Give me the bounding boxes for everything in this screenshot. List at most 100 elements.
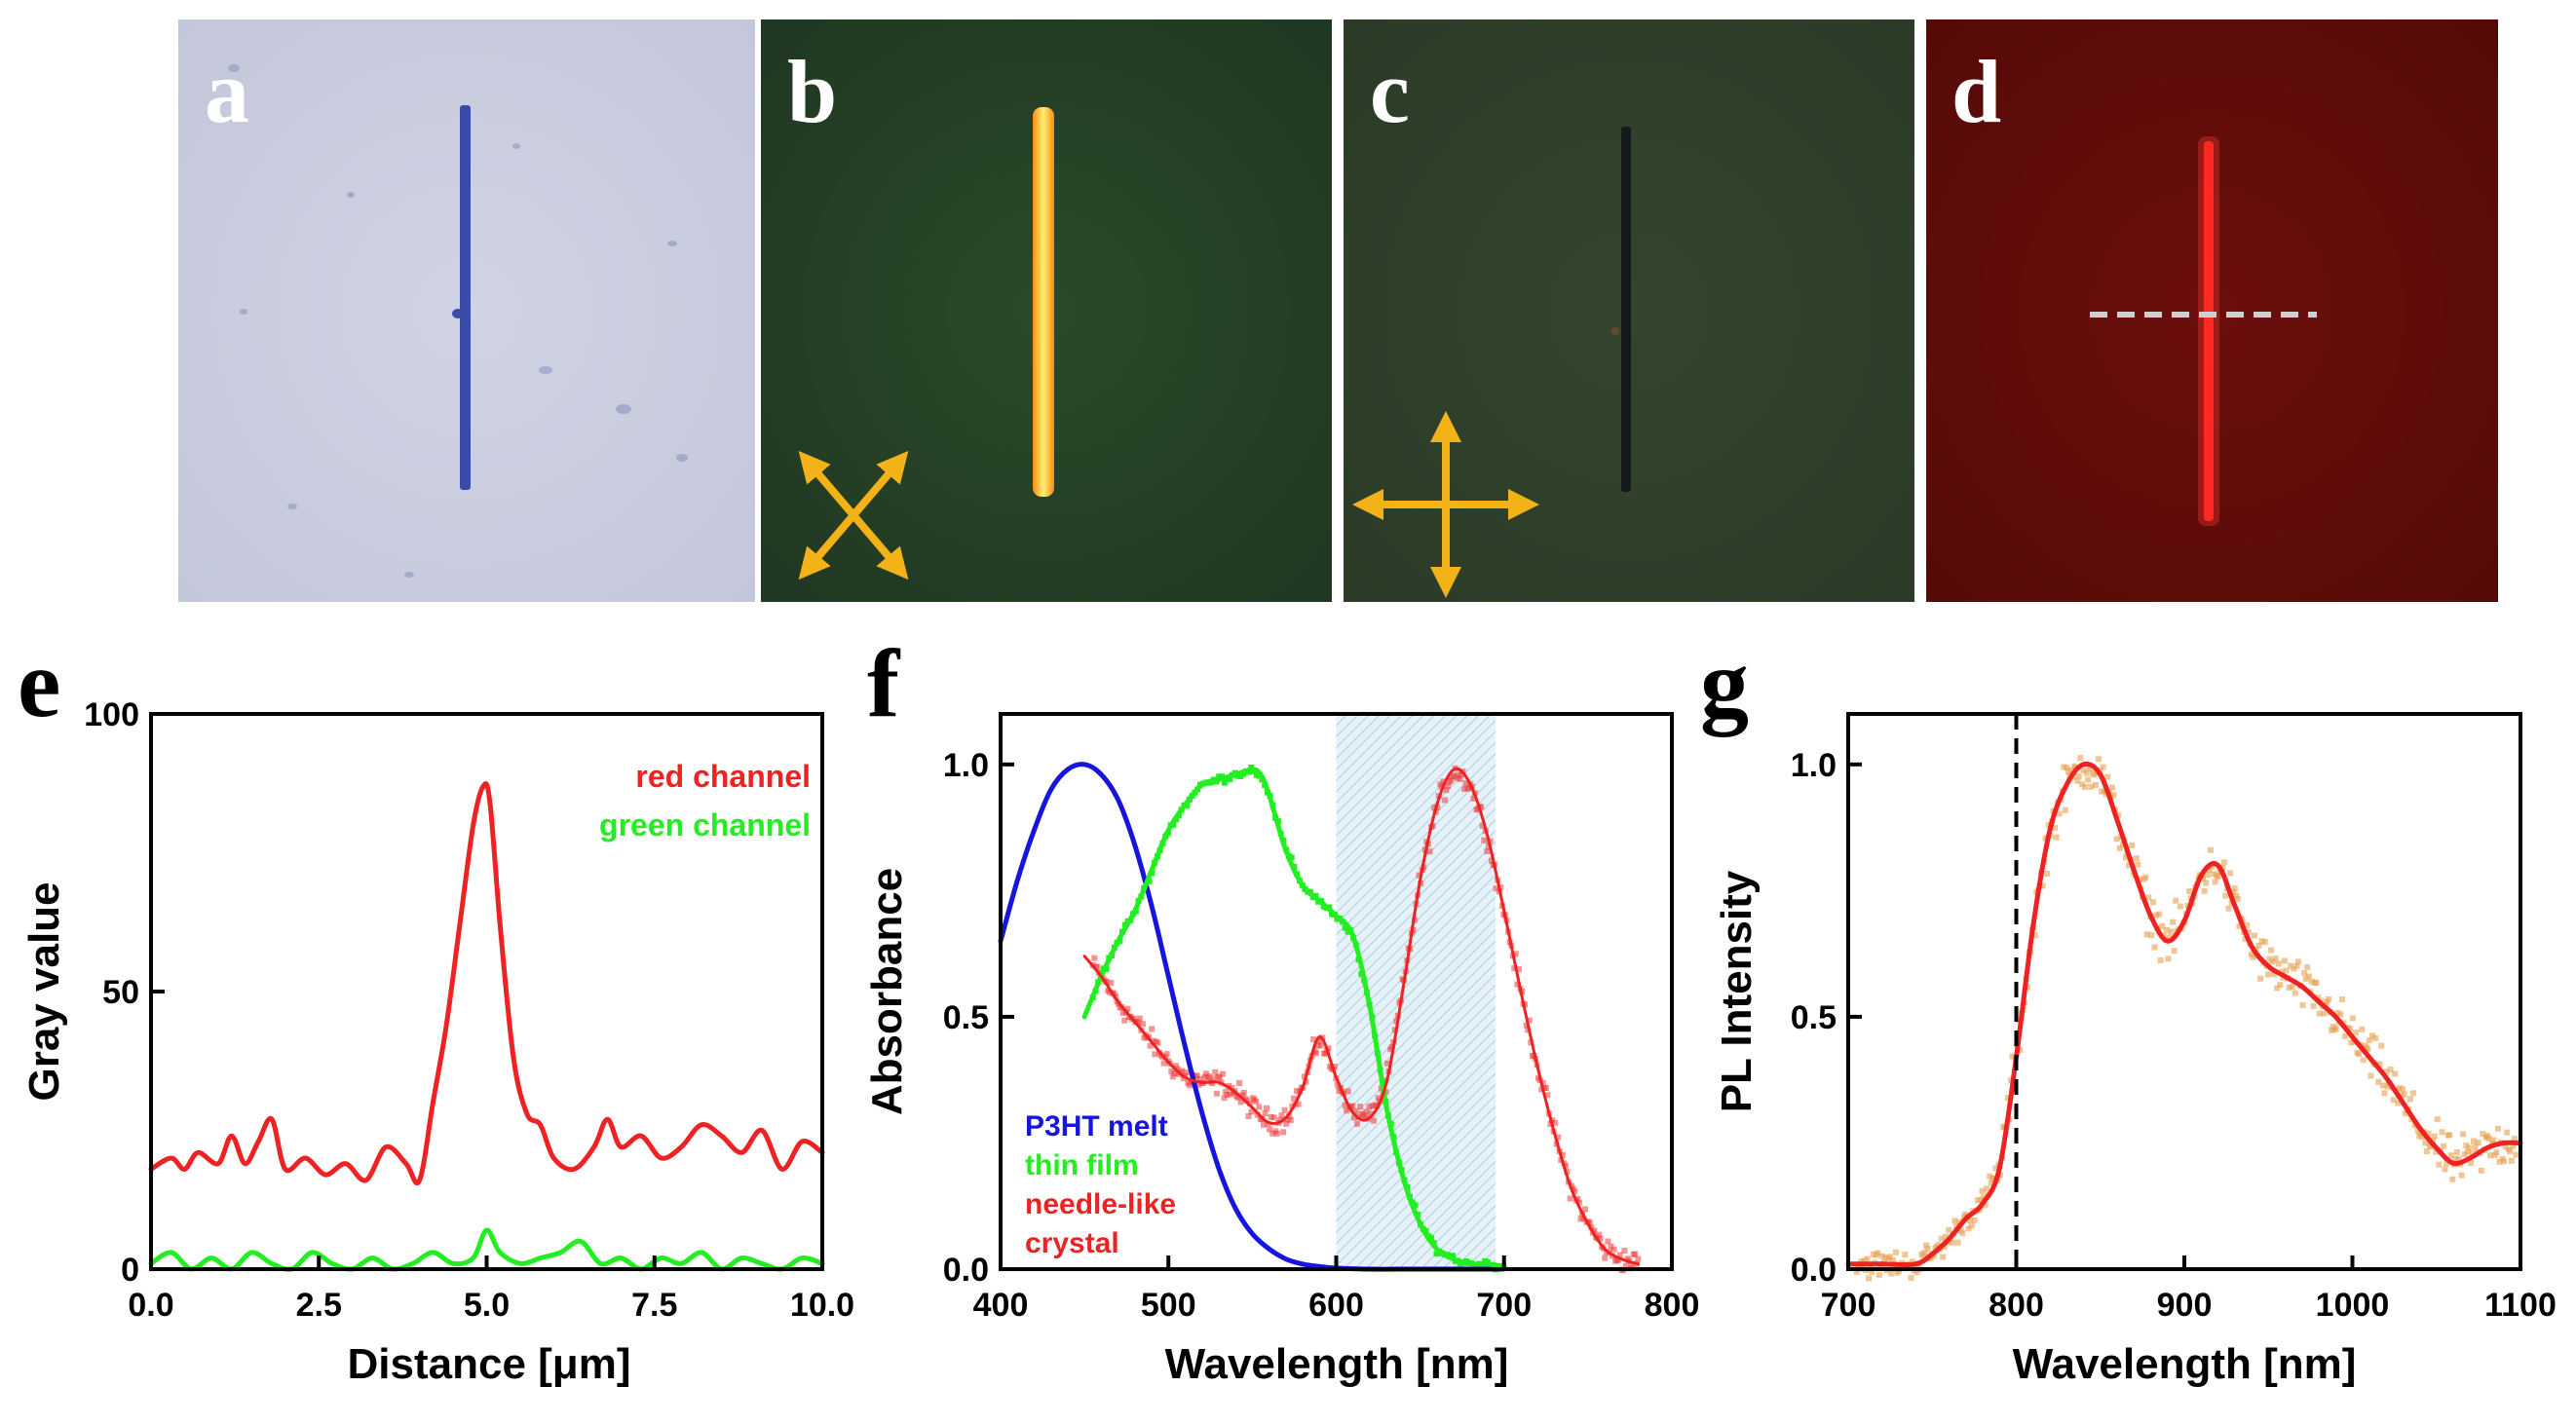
chart-g-scatter-point xyxy=(2212,879,2218,885)
chart-f-scatter-point xyxy=(1451,772,1458,779)
chart-g-scatter-point xyxy=(2360,1057,2367,1064)
chart-g-scatter-point xyxy=(2430,1137,2437,1143)
chart-f-scatter-point xyxy=(1375,1095,1382,1102)
chart-f-scatter-point xyxy=(1344,1107,1350,1114)
chart-f-scatter-point xyxy=(1168,1068,1175,1074)
chart-g-scatter-point xyxy=(1935,1242,1942,1249)
chart-g-scatter-point xyxy=(2074,777,2081,784)
chart-g-scatter-point xyxy=(2031,932,2038,939)
chart-g-scatter-point xyxy=(2326,995,2332,1002)
chart-f-scatter-point xyxy=(1555,1134,1562,1141)
chart-f-film-point xyxy=(1412,1202,1419,1209)
polarizer-diagonal-arrows-icon xyxy=(798,450,909,581)
chart-g-scatter-point xyxy=(2171,948,2178,955)
chart-g-scatter-point xyxy=(2148,932,2155,939)
chart-g-scatter-point xyxy=(1864,1255,1871,1262)
chart-g-scatter-point xyxy=(2375,1078,2382,1085)
chart-g-scatter-point xyxy=(2321,1010,2328,1017)
chart-f-scatter-point xyxy=(1416,872,1422,879)
chart-g-scatter-point xyxy=(2356,1051,2363,1058)
chart-g-scatter-point xyxy=(2414,1127,2421,1134)
chart-g-scatter-point xyxy=(2480,1131,2486,1138)
panel-c-crystal xyxy=(1621,127,1631,492)
chart-g-scatter-point xyxy=(2447,1152,2454,1159)
chart-g-scatter-point xyxy=(2390,1097,2397,1104)
chart-g-scatter-point xyxy=(1924,1246,1931,1253)
chart-f-scatter-point xyxy=(1489,857,1496,864)
chart-g-scatter-point xyxy=(2091,771,2098,778)
chart-g-scatter-point xyxy=(2403,1110,2409,1117)
chart-f-scatter-point xyxy=(1597,1235,1604,1242)
chart-g-scatter-point xyxy=(2122,854,2129,861)
chart-f-line-p3ht-melt xyxy=(998,762,1507,1272)
chart-g-scatter-point xyxy=(1913,1269,1920,1276)
chart-f-scatter-point xyxy=(1577,1216,1584,1222)
chart-g-scatter-point xyxy=(2308,978,2315,985)
chart-g-scatter-point xyxy=(2493,1149,2500,1156)
chart-f-scatter-point xyxy=(1622,1262,1629,1269)
chart-f-scatter-point xyxy=(1448,777,1455,784)
chart-g-scatter-point xyxy=(2431,1133,2438,1140)
chart-g-xtick-label: 900 xyxy=(2157,1287,2213,1324)
chart-f-scatter-point xyxy=(1345,1088,1351,1095)
chart-g-scatter-point xyxy=(2379,1082,2386,1089)
chart-f-scatter-point xyxy=(1462,780,1469,787)
chart-f-scatter-point xyxy=(1221,1095,1228,1102)
chart-g-scatter-point xyxy=(2329,1027,2335,1033)
chart-f-scatter-point xyxy=(1621,1248,1628,1255)
chart-f-scatter-point xyxy=(1586,1219,1593,1226)
chart-g-scatter-point xyxy=(1866,1275,1873,1282)
chart-f-scatter-point xyxy=(1539,1079,1546,1086)
chart-f-scatter-point xyxy=(1354,1120,1361,1127)
chart-g-scatter-point xyxy=(1949,1239,1955,1246)
chart-g-scatter-point xyxy=(2116,844,2123,851)
chart-f-scatter-point xyxy=(1342,1102,1348,1108)
chart-g-scatter-point xyxy=(2464,1148,2471,1155)
chart-g-scatter-point xyxy=(2446,1132,2453,1139)
chart-f-scatter-point xyxy=(1295,1101,1302,1107)
panel-a-specks xyxy=(228,64,688,578)
chart-f-scatter-point xyxy=(1523,1022,1530,1029)
chart-g-scatter-point xyxy=(1965,1225,1972,1232)
chart-f-scatter-point xyxy=(1316,1037,1323,1044)
chart-g-scatter-point xyxy=(2501,1158,2508,1165)
chart-f-scatter-point xyxy=(1454,774,1460,781)
chart-f-ytick-label: 0.0 xyxy=(943,1252,989,1289)
chart-g-scatter-point xyxy=(2234,895,2241,902)
chart-g-scatter-point xyxy=(2422,1140,2429,1146)
chart-f-scatter-point xyxy=(1223,1088,1230,1095)
chart-g-xtick-label: 1100 xyxy=(2484,1287,2557,1324)
chart-g-scatter-point xyxy=(1938,1235,1945,1242)
chart-g-scatter-point xyxy=(1892,1249,1899,1255)
panel-c-letter: c xyxy=(1370,42,1410,141)
chart-f-scatter-point xyxy=(1262,1110,1269,1117)
chart-g-scatter-point xyxy=(2145,894,2152,901)
chart-g-scatter-point xyxy=(2274,985,2281,992)
chart-g-scatter-point xyxy=(1974,1197,1981,1204)
chart-f-scatter-point xyxy=(1226,1082,1232,1089)
chart-e-ytick-label: 50 xyxy=(102,974,139,1011)
chart-g-scatter-point xyxy=(2467,1159,2474,1166)
chart-g-xtick-label: 800 xyxy=(1989,1287,2044,1324)
chart-g-scatter-point xyxy=(1943,1233,1950,1240)
chart-g-scatter-point xyxy=(2275,960,2282,967)
chart-f-film-point xyxy=(1342,924,1348,931)
chart-g-scatter-point xyxy=(2053,834,2060,841)
chart-g-scatter-point xyxy=(2110,792,2117,799)
chart-f-scatter-point xyxy=(1608,1243,1614,1250)
chart-f-scatter-point xyxy=(1331,1064,1338,1070)
chart-f-shaded-region xyxy=(1336,714,1496,1269)
chart-g-scatter-point xyxy=(2220,859,2227,866)
chart-g-scatter-point xyxy=(2487,1152,2494,1159)
chart-g-scatter-point xyxy=(2294,958,2301,965)
chart-g-scatter-point xyxy=(2149,899,2156,906)
chart-f-scatter-point xyxy=(1163,1051,1170,1058)
panel-f-letter: f xyxy=(867,629,901,737)
chart-g-scatter-point xyxy=(1959,1230,1966,1237)
chart-g-scatter-point xyxy=(2225,905,2232,912)
chart-f-scatter-point xyxy=(1371,1117,1378,1124)
panel-b-micrograph: b xyxy=(761,19,1332,602)
chart-f-scatter-point xyxy=(1124,1005,1131,1012)
chart-g-scatter-point xyxy=(2200,876,2207,882)
